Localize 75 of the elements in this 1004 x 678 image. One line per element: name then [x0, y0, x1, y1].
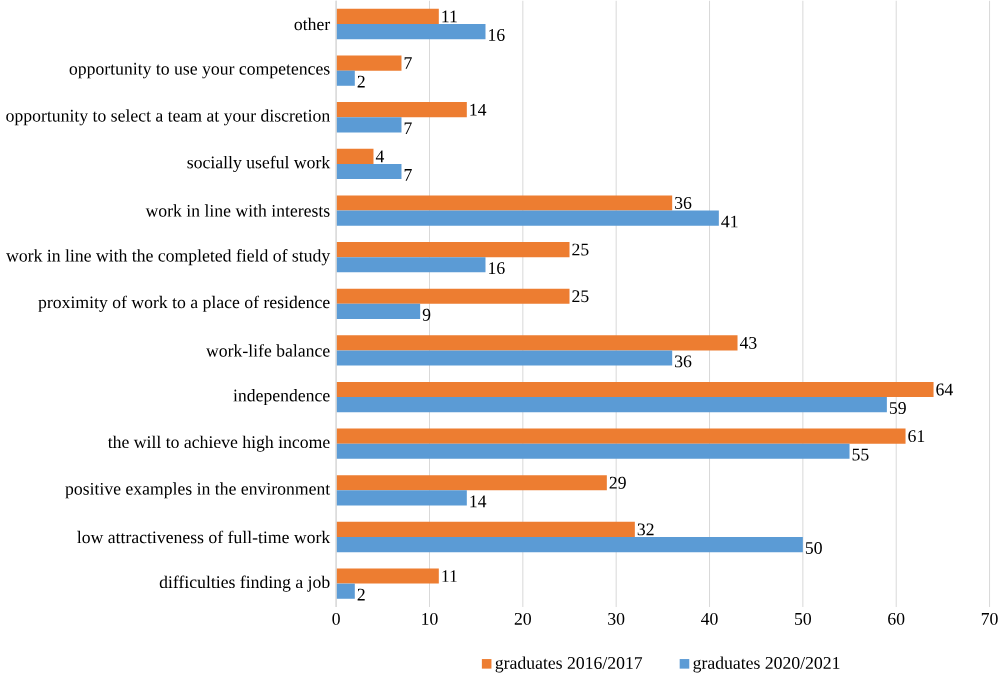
data-label: 16 — [489, 29, 505, 41]
legend-label: graduates 2016/2017 — [495, 656, 643, 673]
x-tick-label: 70 — [981, 612, 998, 625]
bar — [336, 303, 421, 319]
bar — [336, 102, 467, 118]
y-tick-label: work-life balance — [206, 344, 330, 357]
data-label: 41 — [721, 215, 738, 228]
data-label: 29 — [609, 476, 626, 489]
y-tick-label: socially useful work — [187, 155, 331, 173]
bar — [336, 70, 355, 86]
data-label: 9 — [422, 308, 431, 321]
bar — [336, 288, 570, 304]
bar — [336, 24, 486, 40]
data-label: 4 — [375, 150, 385, 163]
x-tick-label: 30 — [608, 612, 625, 625]
bar — [336, 195, 673, 211]
y-tick-label: other — [294, 17, 331, 31]
data-label: 16 — [489, 262, 505, 275]
y-tick-label: proximity of work to a place of residence — [38, 295, 330, 312]
bar — [336, 148, 374, 164]
bar — [336, 490, 467, 506]
bar — [336, 55, 402, 71]
data-label: 36 — [675, 355, 692, 368]
bar — [336, 8, 439, 24]
data-label: 7 — [404, 122, 412, 135]
bar — [336, 521, 635, 537]
bar — [336, 257, 486, 273]
y-tick-label: work in line with interests — [145, 204, 330, 217]
data-label: 2 — [357, 75, 365, 88]
y-tick-label: independence — [233, 389, 330, 406]
data-label: 50 — [805, 541, 822, 554]
y-tick-label: opportunity to select a team at your discretion — [6, 109, 330, 126]
data-label: 14 — [470, 103, 487, 116]
bar — [336, 210, 719, 226]
data-label: 55 — [852, 448, 869, 461]
bar — [336, 163, 402, 180]
bar — [336, 536, 803, 553]
y-tick-label: difficulties finding a job — [159, 575, 330, 592]
data-label: 7 — [404, 169, 412, 181]
y-tick-label: positive examples in the environment — [65, 482, 331, 499]
data-label: 11 — [442, 10, 457, 23]
bar — [336, 428, 906, 444]
data-label: 59 — [889, 402, 906, 414]
bar — [336, 242, 570, 258]
bar — [336, 397, 887, 413]
data-label: 43 — [739, 336, 757, 349]
data-label: 64 — [936, 383, 953, 396]
data-label: 61 — [908, 430, 925, 443]
y-tick-label: low attractiveness of full-time work — [77, 530, 331, 544]
y-tick-label: opportunity to use your competences — [69, 62, 330, 79]
bar — [336, 117, 402, 133]
data-label: 11 — [442, 570, 457, 582]
data-label: 25 — [572, 290, 589, 303]
data-label: 25 — [572, 243, 589, 256]
legend-label: graduates 2020/2021 — [693, 656, 840, 673]
x-tick-label: 0 — [332, 612, 340, 625]
y-tick-label: the will to achieve high income — [107, 435, 330, 452]
bar — [336, 335, 738, 351]
bar — [336, 475, 607, 491]
y-tick-label: work in line with the completed field of study — [6, 249, 331, 266]
x-tick-label: 40 — [701, 612, 718, 625]
bar — [336, 583, 355, 599]
bar — [336, 381, 934, 398]
x-tick-label: 10 — [422, 612, 438, 625]
x-tick-label: 50 — [795, 612, 812, 625]
x-tick-label: 60 — [888, 612, 905, 625]
data-label: 32 — [637, 523, 654, 536]
data-label: 36 — [675, 197, 692, 209]
bar — [336, 568, 439, 584]
bar — [336, 350, 673, 366]
data-label: 2 — [357, 588, 365, 601]
x-tick-label: 20 — [514, 612, 531, 625]
bar — [336, 443, 850, 459]
data-label: 14 — [470, 495, 487, 508]
data-label: 7 — [404, 57, 412, 69]
